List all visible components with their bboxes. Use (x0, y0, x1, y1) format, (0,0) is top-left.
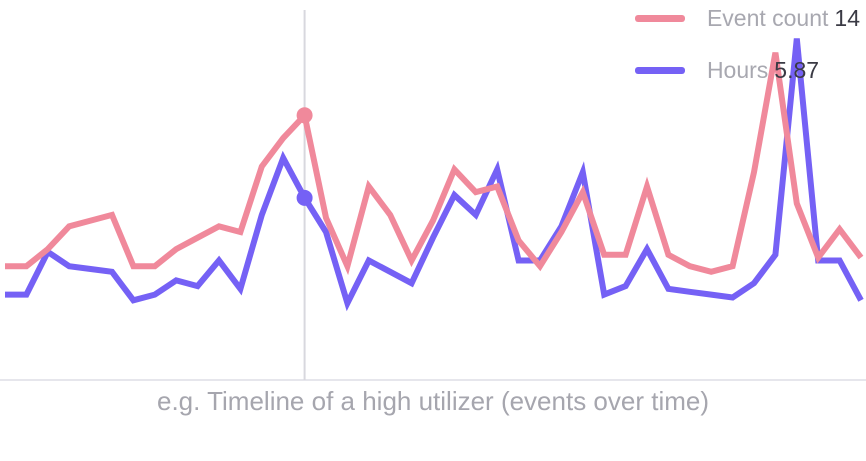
hover-point-event-count (296, 107, 313, 124)
series-layer (5, 38, 864, 312)
legend-value-hours: 5.87 (774, 56, 820, 83)
legend-item-hours: Hours 5.87 (634, 54, 860, 86)
timeline-chart (0, 10, 866, 381)
chart-caption: e.g. Timeline of a high utilizer (events… (156, 386, 710, 416)
series-line-hours (5, 38, 864, 312)
legend-item-event-count: Event count 14 (634, 2, 860, 34)
legend-swatch-event-count (634, 14, 685, 22)
hover-point-hours (296, 189, 313, 206)
hover-markers (296, 107, 313, 206)
legend-label-hours: Hours (706, 56, 769, 83)
legend-value-event-count: 14 (834, 4, 860, 31)
legend: Event count 14 Hours 5.87 (634, 2, 860, 106)
legend-label-event-count: Event count (706, 4, 829, 31)
series-line-event-count (5, 52, 864, 276)
legend-swatch-hours (634, 66, 685, 74)
